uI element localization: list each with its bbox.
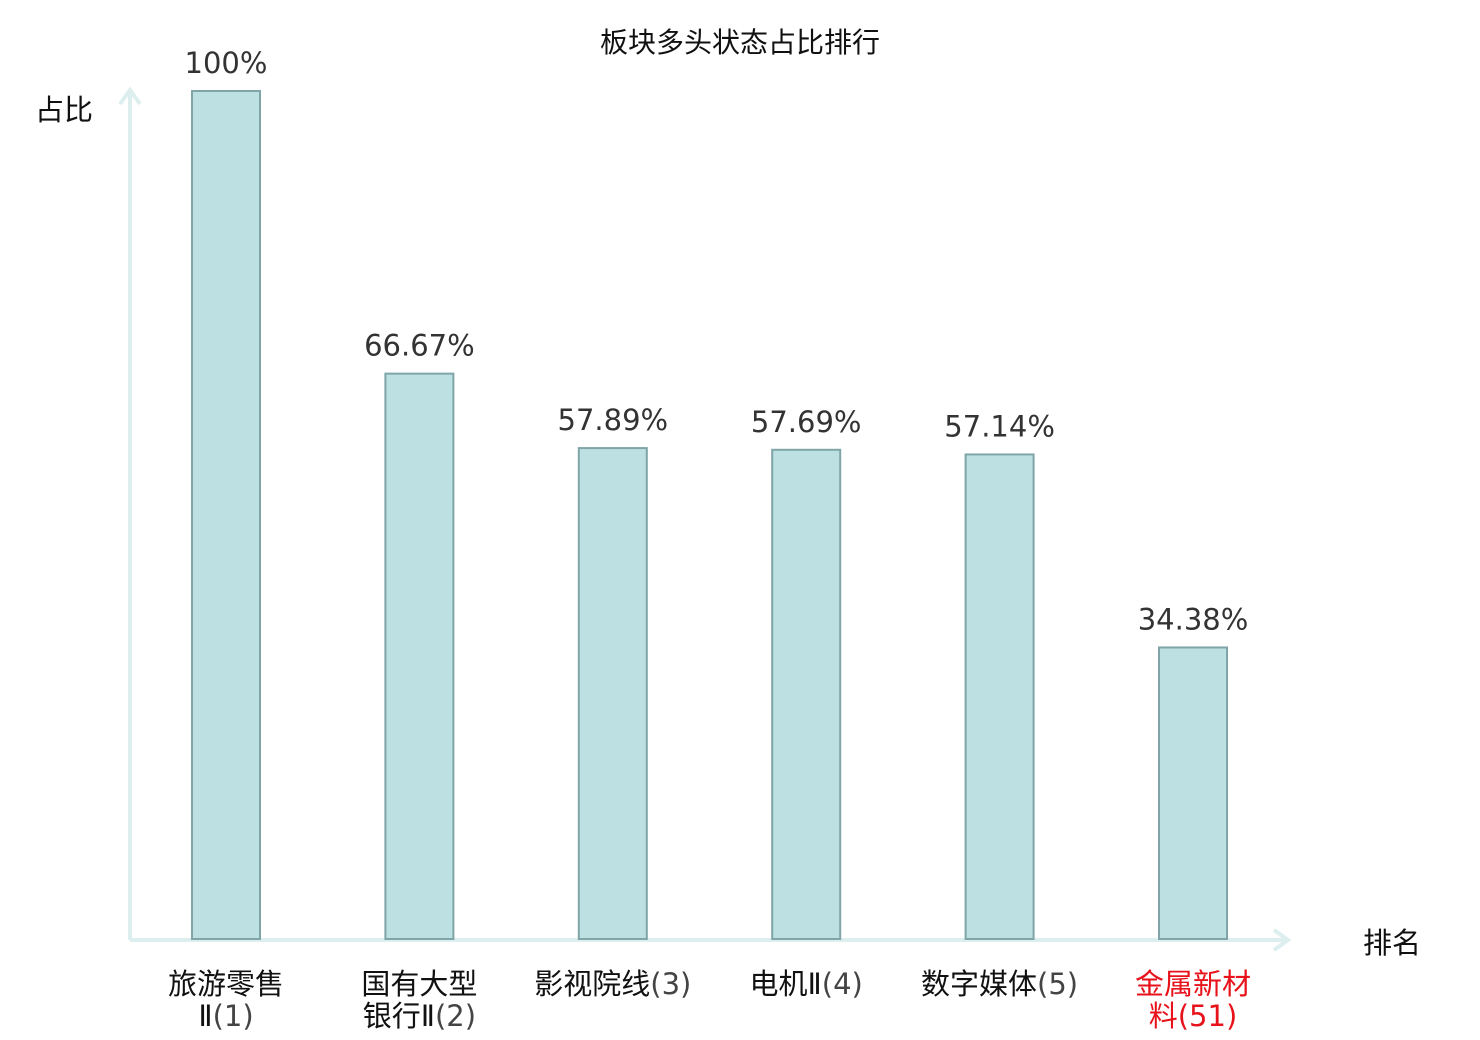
value-label-3: 57.89% bbox=[558, 403, 669, 437]
category-name-line1: 金属新材 bbox=[1135, 967, 1251, 1001]
x-axis-label: 排名 bbox=[1363, 926, 1421, 960]
category-rank: (2) bbox=[435, 999, 476, 1033]
value-label-4: 57.69% bbox=[751, 405, 862, 439]
value-label-5: 57.14% bbox=[944, 409, 1055, 443]
category-name-line1: 旅游零售 bbox=[168, 967, 284, 1001]
bar-5 bbox=[964, 453, 1035, 940]
bar-2 bbox=[384, 372, 455, 940]
category-labels-group: 旅游零售 Ⅱ(1) 国有大型银行Ⅱ(2) 影视院线(3) 电机Ⅱ(4) 数字媒体(5) 金属… bbox=[168, 967, 1251, 1033]
chart-title: 板块多头状态占比排行 bbox=[600, 26, 880, 59]
value-label-2: 66.67% bbox=[364, 329, 475, 363]
bars-group bbox=[191, 90, 1228, 940]
category-name-line2: 料 bbox=[1149, 999, 1178, 1033]
y-axis-arrow bbox=[118, 86, 142, 106]
bar-6 bbox=[1158, 646, 1228, 940]
category-rank: (4) bbox=[822, 967, 863, 1001]
value-label-1: 100% bbox=[185, 46, 268, 80]
y-axis-label: 占比 bbox=[35, 93, 93, 127]
value-labels-group: 100% 66.67% 57.89% 57.69% 57.14% 34.38% bbox=[185, 46, 1249, 636]
category-name: 数字媒体 bbox=[921, 967, 1037, 1001]
bar-4 bbox=[771, 448, 842, 940]
axes bbox=[118, 86, 1292, 952]
category-name: 电机Ⅱ bbox=[750, 967, 822, 1001]
category-rank: (51) bbox=[1178, 999, 1238, 1033]
category-name-line2: Ⅱ bbox=[198, 999, 212, 1033]
category-name-line1: 国有大型 bbox=[361, 967, 477, 1001]
category-label-3: 影视院线(3) bbox=[534, 967, 691, 1001]
category-rank: (3) bbox=[650, 967, 691, 1001]
category-rank: (5) bbox=[1037, 967, 1078, 1001]
category-name: 影视院线 bbox=[534, 967, 650, 1001]
category-label-2: 国有大型银行Ⅱ(2) bbox=[361, 967, 477, 1033]
category-label-4: 电机Ⅱ(4) bbox=[750, 967, 863, 1001]
bar-3 bbox=[577, 447, 648, 940]
category-label-6: 金属新材料(51) bbox=[1135, 967, 1251, 1033]
x-axis-arrow bbox=[1272, 928, 1292, 952]
category-label-5: 数字媒体(5) bbox=[921, 967, 1078, 1001]
category-rank: (1) bbox=[213, 999, 254, 1033]
bar-1 bbox=[191, 90, 261, 940]
category-label-1: 旅游零售 Ⅱ(1) bbox=[168, 967, 284, 1033]
value-label-6: 34.38% bbox=[1138, 602, 1249, 636]
category-name-line2: 银行Ⅱ bbox=[363, 999, 435, 1033]
